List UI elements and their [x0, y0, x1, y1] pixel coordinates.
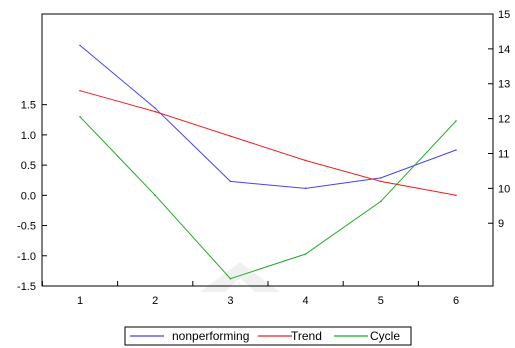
x-tick-label: 1 — [77, 295, 83, 307]
trend-data-point — [380, 180, 382, 183]
nonperforming-series-line — [79, 45, 457, 189]
cycle-data-point — [455, 120, 457, 122]
series-layer — [79, 44, 457, 280]
trend-data-point — [154, 110, 156, 113]
right-tick-label: 13 — [498, 79, 510, 91]
cycle-data-point — [229, 277, 232, 280]
right-tick-label: 14 — [498, 44, 510, 56]
left-tick-label: -1.5 — [17, 281, 36, 293]
watermark — [200, 262, 280, 292]
x-tick-label: 5 — [378, 295, 384, 307]
right-tick-label: 9 — [498, 218, 504, 230]
right-tick-label: 11 — [498, 148, 509, 160]
legend-label-cycle: Cycle — [370, 329, 400, 343]
left-tick-label: 0.5 — [21, 160, 36, 172]
trend-data-point — [304, 159, 307, 162]
nonperforming-data-point — [229, 180, 232, 183]
nonperforming-data-point — [154, 107, 156, 109]
left-tick-label: -0.5 — [17, 221, 36, 233]
nonperforming-data-point — [79, 44, 81, 47]
left-tick-label: 1.5 — [21, 100, 36, 112]
legend: nonperforming Trend Cycle — [124, 326, 412, 346]
cycle-data-point — [380, 200, 382, 203]
nonperforming-data-point — [380, 177, 382, 179]
x-tick-label: 4 — [303, 295, 309, 307]
trend-data-point — [229, 135, 232, 137]
right-axis: 9 10 11 12 13 14 15 — [488, 9, 510, 230]
left-tick-label: 0.0 — [21, 190, 36, 202]
x-tick-label: 3 — [227, 295, 233, 307]
nonperforming-data-point — [455, 149, 457, 151]
right-tick-label: 10 — [498, 183, 510, 195]
trend-data-point — [455, 194, 457, 197]
plot-frame — [41, 13, 494, 287]
left-tick-label: 1.0 — [21, 130, 36, 142]
x-tick-label: 6 — [453, 295, 459, 307]
x-axis: 1 2 3 4 5 6 — [41, 281, 459, 307]
legend-label-nonperforming: nonperforming — [172, 329, 249, 343]
trend-series-line — [79, 90, 457, 196]
legend-label-trend: Trend — [291, 329, 322, 343]
trend-data-point — [79, 89, 81, 92]
right-tick-label: 12 — [498, 114, 510, 126]
cycle-data-point — [154, 194, 156, 197]
cycle-series-line — [79, 116, 457, 280]
left-axis: -1.5 -1.0 -0.5 0.0 0.5 1.0 1.5 — [17, 100, 47, 293]
cycle-data-point — [79, 115, 81, 118]
left-tick-label: -1.0 — [17, 251, 36, 263]
cycle-data-point — [304, 253, 307, 255]
right-tick-label: 15 — [498, 9, 510, 21]
x-tick-label: 2 — [152, 295, 158, 307]
nonperforming-data-point — [304, 187, 307, 190]
